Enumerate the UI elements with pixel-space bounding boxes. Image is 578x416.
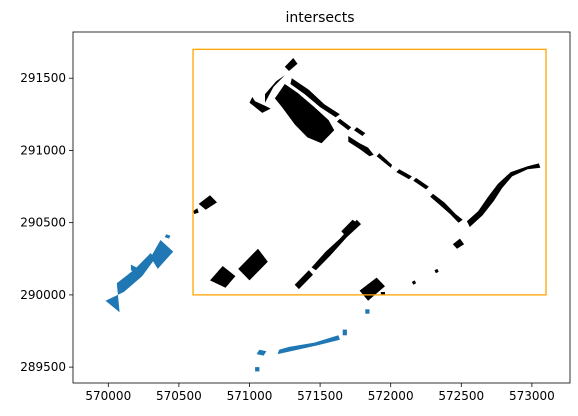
inside-polygon [411,280,417,285]
polygons-layer [105,58,541,372]
outside-polygon [277,335,340,355]
inside-polygon [354,127,366,136]
inside-polygon [294,270,313,290]
chart-title: intersects [285,10,354,26]
inside-polygon [413,177,429,190]
outside-polygon [164,234,171,239]
y-axis: 289500 290000 290500 291000 291500 [20,71,73,374]
inside-polygon [198,195,217,210]
outside-polygon [342,329,347,336]
y-tick-label: 290000 [20,288,66,302]
inside-polygon [341,219,357,236]
inside-polygon [210,266,236,288]
inside-polygon [434,268,439,274]
inside-polygon [359,277,385,301]
x-tick-label: 572500 [438,389,484,403]
x-tick-label: 570000 [85,389,131,403]
y-tick-label: 291500 [20,71,66,85]
outside-polygon [365,309,370,314]
outside-polygon [255,367,260,372]
inside-polygon [376,153,393,168]
x-axis: 570000 570500 571000 571500 572000 572500 5730… [85,383,555,403]
x-tick-label: 571000 [227,389,273,403]
outside-polygon [130,264,140,274]
inside-polygon [348,136,374,157]
plot-frame [72,31,571,384]
outside-polygon [256,349,267,356]
y-tick-label: 291000 [20,143,66,157]
inside-polygon [452,238,465,249]
inside-polygon [311,219,361,271]
x-tick-label: 572000 [368,389,414,403]
inside-polygon [249,97,271,113]
inside-polygon [193,208,199,214]
inside-polygon [274,84,335,144]
bounding-box [192,48,547,296]
y-tick-label: 290500 [20,216,66,230]
inside-polygon [430,193,463,223]
inside-polygon [284,58,298,71]
inside-polygon [238,248,268,281]
inside-polygon [380,292,385,295]
inside-polygon [337,118,352,131]
y-tick-label: 289500 [20,360,66,374]
outside-polygon [150,240,174,269]
inside-polygon [466,163,541,227]
x-tick-label: 571500 [297,389,343,403]
inside-polygon [290,78,340,118]
inside-polygon [396,169,412,180]
outside-polygon [105,253,155,313]
x-tick-label: 570500 [156,389,202,403]
x-tick-label: 573000 [509,389,555,403]
